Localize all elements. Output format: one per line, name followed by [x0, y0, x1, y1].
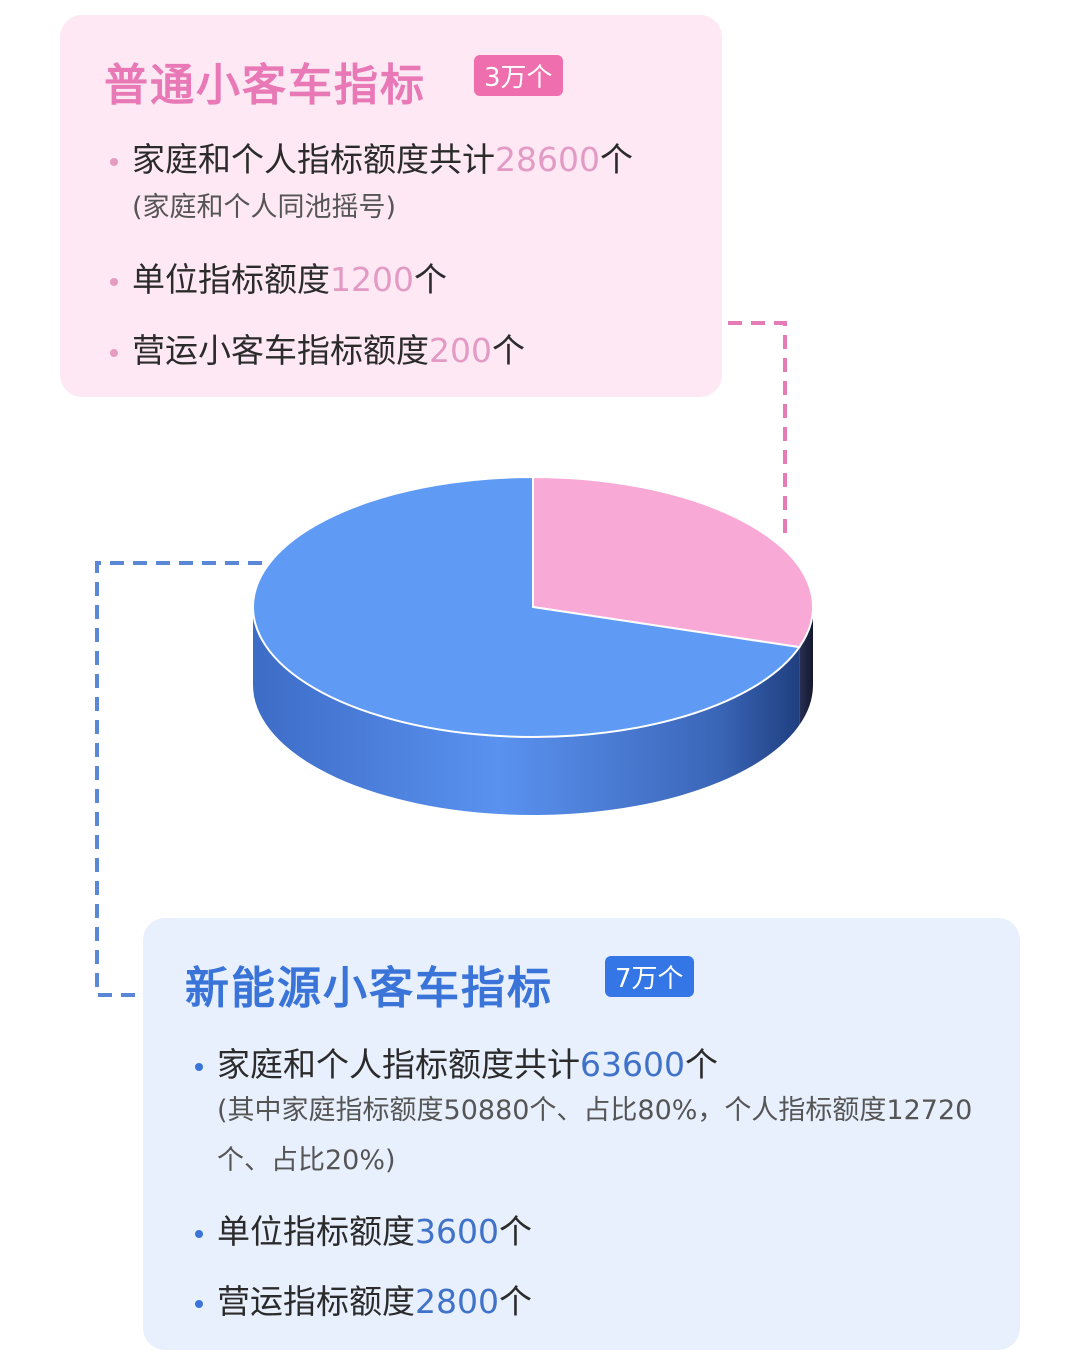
item-value: 2800	[415, 1282, 499, 1321]
item-unit: 个	[599, 140, 633, 179]
standard-note: (家庭和个人同池摇号)	[132, 192, 397, 223]
item-label: 营运小客车指标额度	[132, 331, 429, 370]
nev-quota-card: 新能源小客车指标 7万个 家庭和个人指标额度共计63600个 (其中家庭指标额度…	[143, 918, 1020, 1350]
nev-title: 新能源小客车指标	[185, 963, 553, 1014]
item-label: 家庭和个人指标额度共计	[132, 140, 495, 179]
item-value: 200	[429, 331, 492, 370]
standard-item-household: 家庭和个人指标额度共计28600个	[110, 133, 633, 181]
item-label: 单位指标额度	[132, 260, 330, 299]
item-label: 单位指标额度	[217, 1212, 415, 1251]
nev-note: (其中家庭指标额度50880个、占比80%，个人指标额度12720个、占比20%…	[217, 1095, 973, 1176]
standard-item-unit: 单位指标额度1200个	[110, 253, 447, 301]
item-unit: 个	[684, 1045, 718, 1084]
item-value: 1200	[330, 260, 414, 299]
nev-badge: 7万个	[605, 956, 694, 997]
bullet-icon	[110, 348, 118, 357]
item-unit: 个	[413, 260, 447, 299]
pie-side-0	[799, 607, 814, 726]
blue-connector	[95, 561, 262, 997]
standard-title: 普通小客车指标	[104, 60, 426, 111]
item-unit: 个	[498, 1282, 532, 1321]
item-label: 家庭和个人指标额度共计	[217, 1045, 580, 1084]
bullet-icon	[110, 277, 118, 286]
nev-item-household: 家庭和个人指标额度共计63600个	[195, 1038, 718, 1086]
item-value: 63600	[580, 1045, 685, 1084]
bullet-icon	[195, 1229, 203, 1238]
standard-badge: 3万个	[474, 55, 563, 96]
standard-item-operating: 营运小客车指标额度200个	[110, 324, 525, 372]
pie-side-1	[253, 607, 800, 816]
bullet-icon	[195, 1299, 203, 1308]
pink-connector	[728, 321, 787, 540]
item-unit: 个	[498, 1212, 532, 1251]
item-unit: 个	[492, 331, 525, 370]
nev-item-unit: 单位指标额度3600个	[195, 1205, 532, 1253]
bullet-icon	[110, 157, 118, 166]
pie-slice-0	[532, 475, 814, 649]
item-value: 3600	[415, 1212, 499, 1251]
nev-item-operating: 营运指标额度2800个	[195, 1275, 532, 1323]
standard-quota-card: 普通小客车指标 3万个 家庭和个人指标额度共计28600个 (家庭和个人同池摇号…	[60, 15, 722, 397]
item-label: 营运指标额度	[217, 1282, 415, 1321]
item-value: 28600	[495, 140, 600, 179]
bullet-icon	[195, 1062, 203, 1071]
pie-slice-1	[252, 475, 802, 738]
